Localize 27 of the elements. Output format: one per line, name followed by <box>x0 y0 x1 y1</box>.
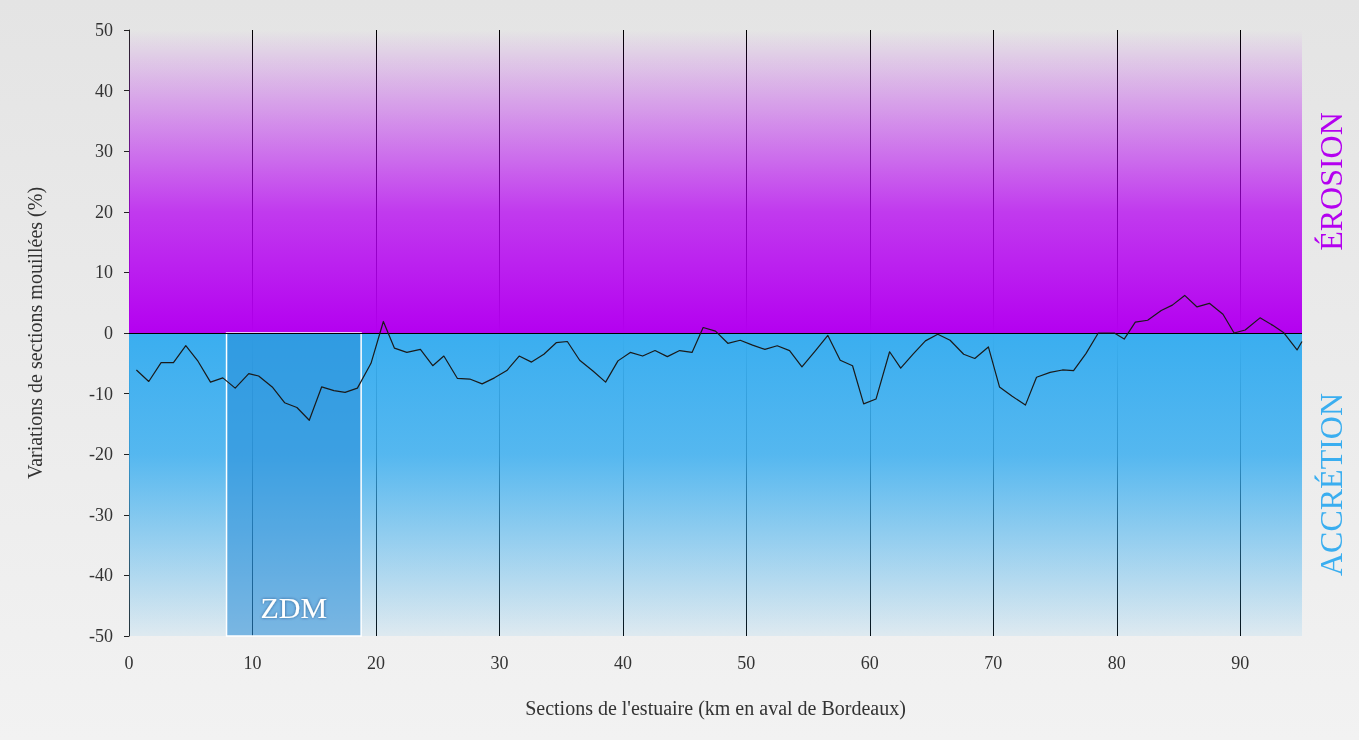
y-tick-label: 50 <box>95 20 113 40</box>
y-tick-label: 10 <box>95 262 113 283</box>
x-tick-label: 70 <box>984 653 1003 673</box>
y-tick-label: 0 <box>104 323 113 343</box>
x-tick-label: 80 <box>1107 653 1126 673</box>
y-axis-title: Variations de sections mouillées (%) <box>24 186 47 480</box>
x-tick-label: 20 <box>366 653 385 673</box>
y-tick-label: -50 <box>89 626 113 646</box>
y-tick-label: -20 <box>89 444 113 465</box>
y-tick-label: 30 <box>95 141 113 162</box>
x-tick-label: 60 <box>860 653 879 673</box>
x-tick-label: 30 <box>490 653 509 673</box>
x-tick-label: 90 <box>1231 653 1250 673</box>
x-tick-label: 0 <box>124 653 134 673</box>
line-series <box>135 294 1303 421</box>
y-tick-label: -10 <box>89 383 113 404</box>
band-label: ACCRÉTION <box>1313 392 1349 577</box>
y-tick-label: 40 <box>95 80 113 101</box>
band-label: ZDM <box>260 591 328 625</box>
y-tick-label: -30 <box>89 504 113 525</box>
x-tick-label: 10 <box>243 653 262 673</box>
x-tick-label: 40 <box>613 653 632 673</box>
x-tick-label: 50 <box>737 653 756 673</box>
band-label: ÉROSION <box>1313 112 1349 251</box>
y-tick-label: -40 <box>89 565 113 586</box>
y-tick-label: 20 <box>95 201 113 222</box>
x-axis-title: Sections de l'estuaire (km en aval de Bordeaux) <box>525 697 906 720</box>
